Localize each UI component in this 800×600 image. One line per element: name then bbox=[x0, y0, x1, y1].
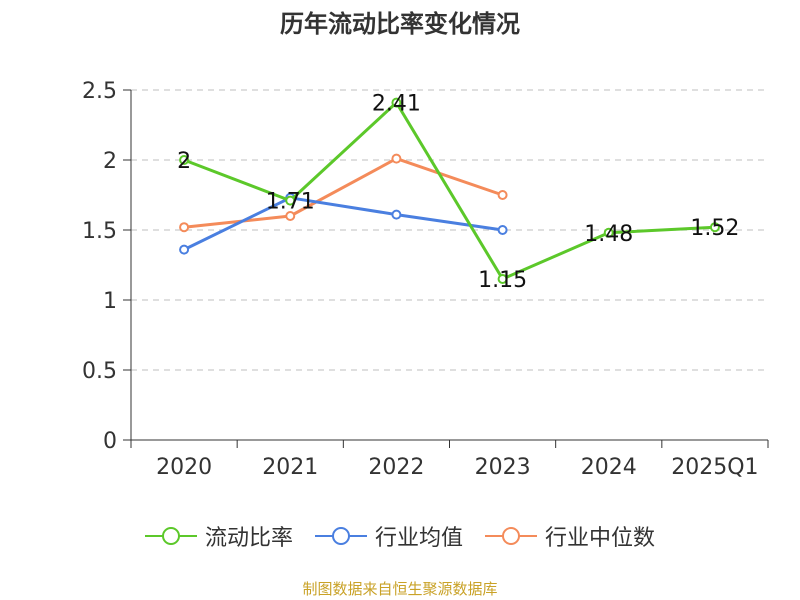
legend-label-current-ratio: 流动比率 bbox=[204, 526, 293, 551]
data-label: 2 bbox=[177, 149, 191, 174]
legend-item-industry-median[interactable]: 行业中位数 bbox=[485, 520, 655, 552]
data-label: 1.15 bbox=[478, 268, 527, 293]
data-point-0 bbox=[391, 97, 402, 108]
y-tick-label: 0 bbox=[103, 429, 117, 454]
data-point-1 bbox=[179, 244, 190, 255]
data-point-0 bbox=[709, 222, 720, 233]
data-point-0 bbox=[497, 274, 508, 284]
data-point-0 bbox=[179, 155, 190, 165]
y-tick-label: 2 bbox=[103, 149, 117, 174]
source-note: 制图数据来自恒生聚源数据库 bbox=[302, 580, 498, 598]
data-point-1 bbox=[391, 209, 402, 220]
series-line-2 bbox=[183, 157, 504, 229]
y-tick-label: 2.5 bbox=[82, 79, 117, 104]
data-point-0 bbox=[285, 195, 296, 206]
legend-label-industry-median: 行业中位数 bbox=[545, 526, 656, 551]
data-label: 1.71 bbox=[266, 190, 315, 215]
data-point-0 bbox=[603, 227, 614, 238]
data-label: 2.41 bbox=[372, 92, 421, 117]
x-tick-label: 2021 bbox=[262, 455, 318, 480]
legend-swatch-current-ratio bbox=[144, 527, 197, 545]
x-tick-label: 2025Q1 bbox=[671, 455, 758, 480]
chart-title: 历年流动比率变化情况 bbox=[280, 10, 520, 38]
legend-label-industry-mean: 行业均值 bbox=[374, 526, 463, 551]
legend-swatch-industry-median bbox=[485, 527, 537, 545]
data-point-2 bbox=[497, 190, 508, 200]
x-tick-label: 2023 bbox=[475, 455, 531, 480]
x-tick-label: 2020 bbox=[156, 455, 212, 480]
legend-item-industry-mean[interactable]: 行业均值 bbox=[314, 520, 463, 552]
series-line-1 bbox=[183, 196, 503, 251]
y-tick-label: 1.5 bbox=[82, 219, 117, 244]
series-line-0 bbox=[183, 101, 715, 281]
data-label: 1.48 bbox=[584, 222, 633, 247]
y-tick-label: 0.5 bbox=[82, 359, 117, 384]
data-label: 1.52 bbox=[690, 216, 739, 241]
data-point-2 bbox=[391, 153, 402, 164]
y-tick-label: 1 bbox=[103, 289, 117, 314]
x-tick-label: 2024 bbox=[581, 455, 637, 480]
data-point-1 bbox=[497, 225, 508, 235]
data-point-2 bbox=[179, 222, 190, 233]
chart-legend: 流动比率 行业均值 行业中位数 bbox=[0, 520, 800, 552]
legend-item-current-ratio[interactable]: 流动比率 bbox=[144, 520, 293, 552]
legend-swatch-industry-mean bbox=[314, 527, 367, 545]
x-tick-label: 2022 bbox=[368, 455, 424, 480]
data-point-2 bbox=[285, 211, 296, 221]
